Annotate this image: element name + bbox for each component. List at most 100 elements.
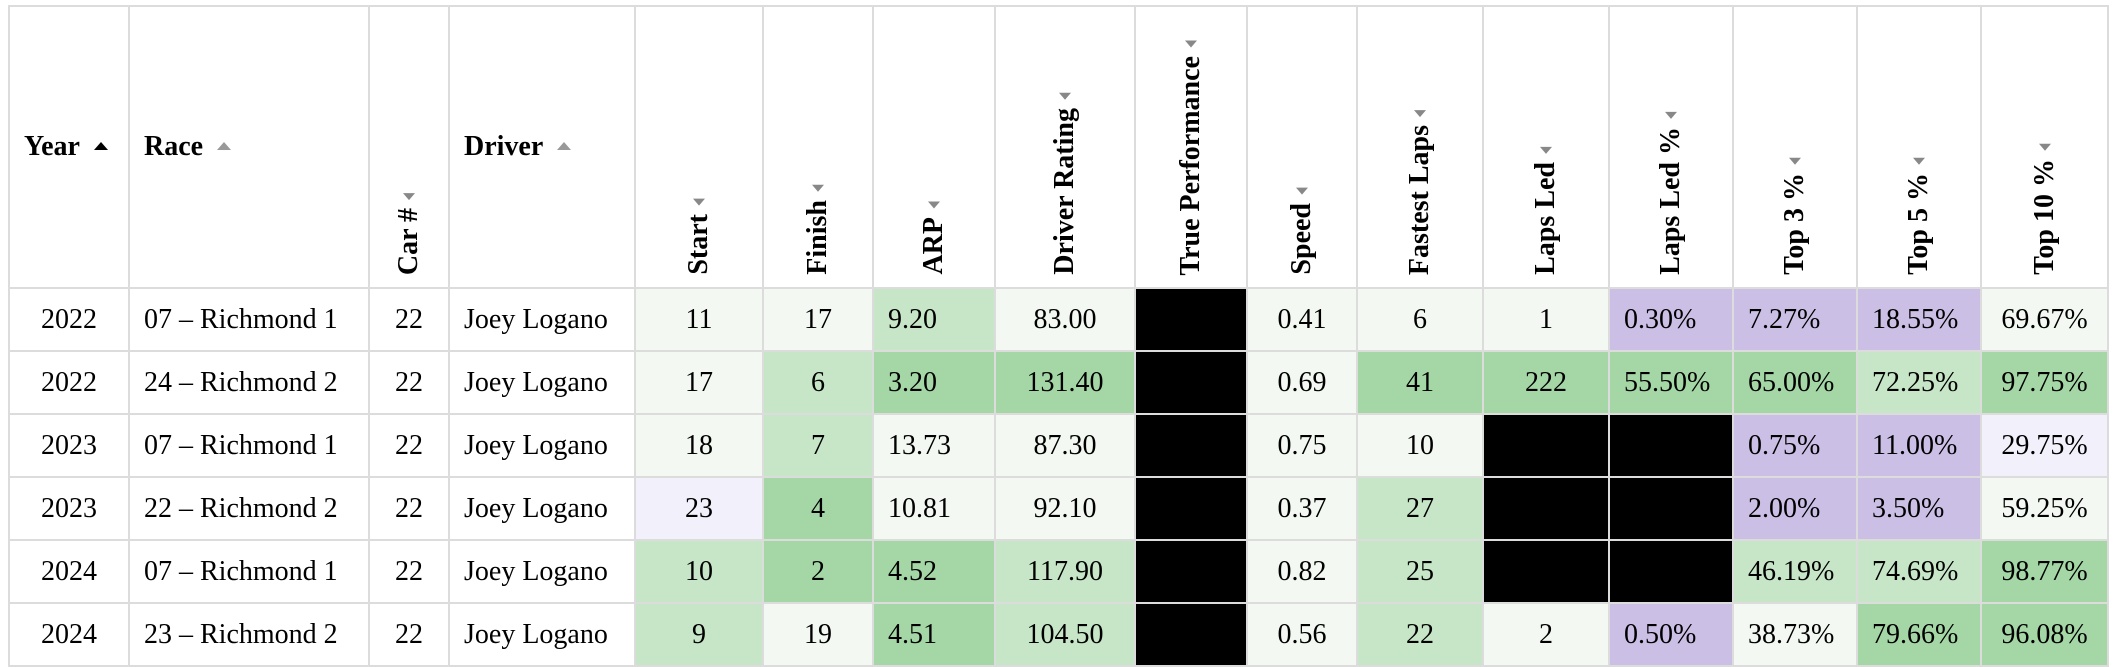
cell-top-10: 96.08% [1980,602,2109,667]
column-header-top-10[interactable]: Top 10 % [1980,5,2109,289]
cell-top-5: 72.25% [1856,350,1982,415]
cell-fastest-laps: 27 [1356,476,1484,541]
table-row: 2022 07 – Richmond 1 22 Joey Logano 11 17 9.20… [8,287,2109,352]
column-header-label: Finish [802,200,833,275]
cell-finish: 19 [762,602,874,667]
column-header-speed[interactable]: Speed [1246,5,1358,289]
cell-top-10: 29.75% [1980,413,2109,478]
cell-race: 23 – Richmond 2 [128,602,370,667]
cell-laps-led [1482,413,1610,478]
cell-speed: 0.75 [1246,413,1358,478]
cell-laps-led [1482,476,1610,541]
cell-true-performance [1134,350,1248,415]
column-header-laps-led[interactable]: Laps Led [1482,5,1610,289]
cell-top-10: 97.75% [1980,350,2109,415]
cell-laps-led: 0.50% [1608,602,1734,667]
cell-laps-led [1482,539,1610,604]
cell-arp: 3.20 [872,350,996,415]
cell-race: 07 – Richmond 1 [128,539,370,604]
cell-speed: 0.56 [1246,602,1358,667]
column-header-label: Laps Led [1530,162,1561,275]
cell-driver: Joey Logano [448,602,636,667]
column-header-label: Year [24,131,80,162]
sort-arrow-icon[interactable] [1185,40,1197,48]
cell-top-5: 3.50% [1856,476,1982,541]
table-row: 2022 24 – Richmond 2 22 Joey Logano 17 6 3.20 1… [8,350,2109,415]
table-row: 2023 07 – Richmond 1 22 Joey Logano 18 7 13.73… [8,413,2109,478]
cell-finish: 17 [762,287,874,352]
cell-laps-led: 1 [1482,287,1610,352]
cell-arp: 4.51 [872,602,996,667]
column-header-top-3[interactable]: Top 3 % [1732,5,1858,289]
cell-fastest-laps: 6 [1356,287,1484,352]
cell-start: 17 [634,350,764,415]
column-header-true-performance[interactable]: True Performance [1134,5,1248,289]
cell-driver: Joey Logano [448,539,636,604]
sort-arrow-icon[interactable] [812,185,824,193]
cell-top-5: 74.69% [1856,539,1982,604]
sort-arrow-icon[interactable] [217,141,232,150]
cell-driver: Joey Logano [448,287,636,352]
cell-year: 2023 [8,476,130,541]
sort-arrow-icon[interactable] [928,202,940,210]
cell-driver-rating: 117.90 [994,539,1136,604]
sort-arrow-icon[interactable] [2038,144,2051,152]
column-header-year[interactable]: Year [8,5,130,289]
cell-start: 10 [634,539,764,604]
column-header-fastest-laps[interactable]: Fastest Laps [1356,5,1484,289]
cell-laps-led [1608,539,1734,604]
cell-top-3: 7.27% [1732,287,1858,352]
cell-speed: 0.69 [1246,350,1358,415]
cell-top-3: 46.19% [1732,539,1858,604]
cell-top-10: 59.25% [1980,476,2109,541]
column-header-car[interactable]: Car # [368,5,450,289]
column-header-finish[interactable]: Finish [762,5,874,289]
cell-fastest-laps: 22 [1356,602,1484,667]
cell-driver: Joey Logano [448,350,636,415]
sort-arrow-icon[interactable] [1059,93,1071,101]
sort-arrow-icon[interactable] [1665,112,1677,120]
cell-fastest-laps: 25 [1356,539,1484,604]
column-header-driver-rating[interactable]: Driver Rating [994,5,1136,289]
sort-arrow-icon[interactable] [1913,158,1925,166]
cell-year: 2023 [8,413,130,478]
sort-arrow-icon[interactable] [557,141,572,150]
column-header-label: Start [683,214,714,275]
cell-speed: 0.82 [1246,539,1358,604]
column-header-label: Driver [464,131,544,162]
column-header-start[interactable]: Start [634,5,764,289]
cell-top-10: 98.77% [1980,539,2109,604]
cell-arp: 13.73 [872,413,996,478]
sort-arrow-icon[interactable] [93,141,108,150]
column-header-label: Race [144,131,204,162]
cell-year: 2022 [8,287,130,352]
sort-arrow-icon[interactable] [1296,188,1308,196]
cell-driver-rating: 131.40 [994,350,1136,415]
sort-arrow-icon[interactable] [1540,147,1552,155]
column-header-label: Driver Rating [1049,108,1080,275]
sort-arrow-icon[interactable] [693,199,705,207]
cell-driver-rating: 92.10 [994,476,1136,541]
cell-arp: 9.20 [872,287,996,352]
sort-arrow-icon[interactable] [403,192,415,200]
cell-laps-led: 2 [1482,602,1610,667]
column-header-laps-led[interactable]: Laps Led % [1608,5,1734,289]
cell-top-3: 0.75% [1732,413,1858,478]
cell-car: 22 [368,476,450,541]
cell-year: 2022 [8,350,130,415]
sort-arrow-icon[interactable] [1789,158,1801,166]
cell-finish: 4 [762,476,874,541]
column-header-race[interactable]: Race [128,5,370,289]
column-header-label: Top 5 % [1903,173,1934,275]
column-header-top-5[interactable]: Top 5 % [1856,5,1982,289]
cell-laps-led: 0.30% [1608,287,1734,352]
cell-top-3: 38.73% [1732,602,1858,667]
sort-arrow-icon[interactable] [1414,109,1426,117]
column-header-label: Laps Led % [1655,127,1686,275]
cell-finish: 7 [762,413,874,478]
column-header-driver[interactable]: Driver [448,5,636,289]
cell-driver: Joey Logano [448,413,636,478]
column-header-arp[interactable]: ARP [872,5,996,289]
cell-top-5: 11.00% [1856,413,1982,478]
table-row: 2023 22 – Richmond 2 22 Joey Logano 23 4 10.81… [8,476,2109,541]
